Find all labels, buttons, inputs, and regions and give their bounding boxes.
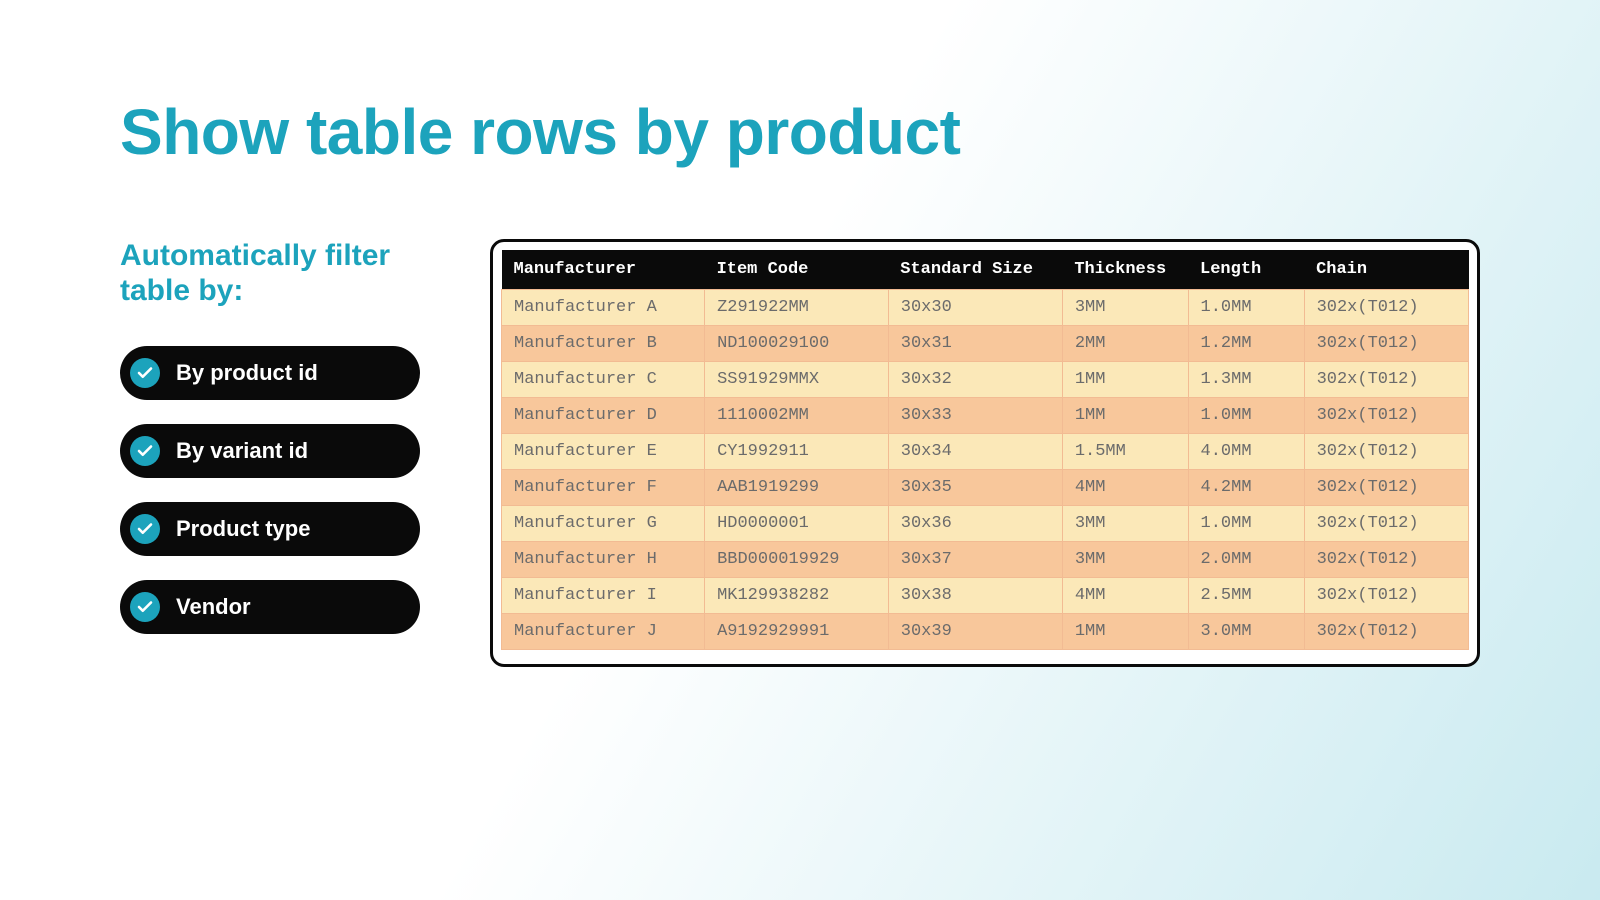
table-cell: 2.0MM <box>1188 542 1304 578</box>
table-cell: 302x(T012) <box>1304 398 1468 434</box>
filter-pill[interactable]: Product type <box>120 502 420 556</box>
table-cell: 1.0MM <box>1188 506 1304 542</box>
table-cell: 1MM <box>1062 398 1188 434</box>
table-cell: 302x(T012) <box>1304 614 1468 650</box>
table-column-header: Item Code <box>705 250 889 290</box>
table-cell: 30x34 <box>888 434 1062 470</box>
table-row: Manufacturer IMK12993828230x384MM2.5MM30… <box>502 578 1469 614</box>
table-cell: CY1992911 <box>705 434 889 470</box>
table-cell: 3MM <box>1062 542 1188 578</box>
table-cell: Manufacturer F <box>502 470 705 506</box>
table-cell: 30x30 <box>888 290 1062 326</box>
table-cell: 2.5MM <box>1188 578 1304 614</box>
table-column-header: Length <box>1188 250 1304 290</box>
table-row: Manufacturer HBBD00001992930x373MM2.0MM3… <box>502 542 1469 578</box>
table-cell: 1.3MM <box>1188 362 1304 398</box>
check-icon <box>130 358 160 388</box>
table-cell: Manufacturer I <box>502 578 705 614</box>
table-cell: 4MM <box>1062 578 1188 614</box>
table-cell: 1.2MM <box>1188 326 1304 362</box>
table-cell: Z291922MM <box>705 290 889 326</box>
table-cell: 302x(T012) <box>1304 470 1468 506</box>
table-cell: Manufacturer H <box>502 542 705 578</box>
table-cell: 30x36 <box>888 506 1062 542</box>
table-cell: 30x37 <box>888 542 1062 578</box>
table-cell: 302x(T012) <box>1304 290 1468 326</box>
table-cell: 4MM <box>1062 470 1188 506</box>
table-cell: 302x(T012) <box>1304 434 1468 470</box>
product-table-container: ManufacturerItem CodeStandard SizeThickn… <box>490 239 1480 667</box>
table-row: Manufacturer AZ291922MM30x303MM1.0MM302x… <box>502 290 1469 326</box>
page-title: Show table rows by product <box>120 95 1480 169</box>
product-table: ManufacturerItem CodeStandard SizeThickn… <box>501 250 1469 650</box>
table-cell: 1MM <box>1062 614 1188 650</box>
filter-subheading: Automatically filter table by: <box>120 239 420 308</box>
table-cell: 30x31 <box>888 326 1062 362</box>
content-row: Automatically filter table by: By produc… <box>120 239 1480 667</box>
table-cell: 4.0MM <box>1188 434 1304 470</box>
table-cell: 3MM <box>1062 290 1188 326</box>
filter-pill-label: By variant id <box>176 438 308 464</box>
table-cell: 30x33 <box>888 398 1062 434</box>
check-icon <box>130 436 160 466</box>
table-cell: 3MM <box>1062 506 1188 542</box>
table-row: Manufacturer GHD000000130x363MM1.0MM302x… <box>502 506 1469 542</box>
table-cell: Manufacturer G <box>502 506 705 542</box>
table-cell: 302x(T012) <box>1304 362 1468 398</box>
table-cell: 30x38 <box>888 578 1062 614</box>
table-row: Manufacturer CSS91929MMX30x321MM1.3MM302… <box>502 362 1469 398</box>
table-cell: 30x35 <box>888 470 1062 506</box>
table-cell: 302x(T012) <box>1304 506 1468 542</box>
check-icon <box>130 514 160 544</box>
table-row: Manufacturer D1110002MM30x331MM1.0MM302x… <box>502 398 1469 434</box>
check-icon <box>130 592 160 622</box>
table-cell: Manufacturer J <box>502 614 705 650</box>
table-cell: Manufacturer B <box>502 326 705 362</box>
table-row: Manufacturer ECY199291130x341.5MM4.0MM30… <box>502 434 1469 470</box>
table-column-header: Thickness <box>1062 250 1188 290</box>
filter-list: By product id By variant id Product type Ve… <box>120 346 420 634</box>
table-cell: ND100029100 <box>705 326 889 362</box>
filter-pill-label: Vendor <box>176 594 251 620</box>
table-cell: 302x(T012) <box>1304 542 1468 578</box>
table-column-header: Chain <box>1304 250 1468 290</box>
table-cell: 1.5MM <box>1062 434 1188 470</box>
table-cell: 302x(T012) <box>1304 326 1468 362</box>
filter-pill-label: By product id <box>176 360 318 386</box>
filter-pill[interactable]: By product id <box>120 346 420 400</box>
table-cell: Manufacturer C <box>502 362 705 398</box>
filter-pill[interactable]: Vendor <box>120 580 420 634</box>
table-column-header: Manufacturer <box>502 250 705 290</box>
table-cell: 1.0MM <box>1188 398 1304 434</box>
table-row: Manufacturer BND10002910030x312MM1.2MM30… <box>502 326 1469 362</box>
table-cell: Manufacturer D <box>502 398 705 434</box>
table-cell: 30x39 <box>888 614 1062 650</box>
table-cell: 30x32 <box>888 362 1062 398</box>
filter-pill[interactable]: By variant id <box>120 424 420 478</box>
table-cell: A9192929991 <box>705 614 889 650</box>
table-cell: BBD000019929 <box>705 542 889 578</box>
table-cell: 2MM <box>1062 326 1188 362</box>
table-row: Manufacturer JA919292999130x391MM3.0MM30… <box>502 614 1469 650</box>
table-cell: Manufacturer E <box>502 434 705 470</box>
table-row: Manufacturer FAAB191929930x354MM4.2MM302… <box>502 470 1469 506</box>
filter-pill-label: Product type <box>176 516 310 542</box>
table-cell: HD0000001 <box>705 506 889 542</box>
table-cell: 1110002MM <box>705 398 889 434</box>
table-cell: 4.2MM <box>1188 470 1304 506</box>
table-cell: 302x(T012) <box>1304 578 1468 614</box>
table-header-row: ManufacturerItem CodeStandard SizeThickn… <box>502 250 1469 290</box>
table-cell: MK129938282 <box>705 578 889 614</box>
table-cell: AAB1919299 <box>705 470 889 506</box>
table-cell: Manufacturer A <box>502 290 705 326</box>
table-column-header: Standard Size <box>888 250 1062 290</box>
table-cell: 3.0MM <box>1188 614 1304 650</box>
table-cell: 1.0MM <box>1188 290 1304 326</box>
filter-sidebar: Automatically filter table by: By produc… <box>120 239 420 667</box>
table-cell: 1MM <box>1062 362 1188 398</box>
table-body: Manufacturer AZ291922MM30x303MM1.0MM302x… <box>502 290 1469 650</box>
table-cell: SS91929MMX <box>705 362 889 398</box>
